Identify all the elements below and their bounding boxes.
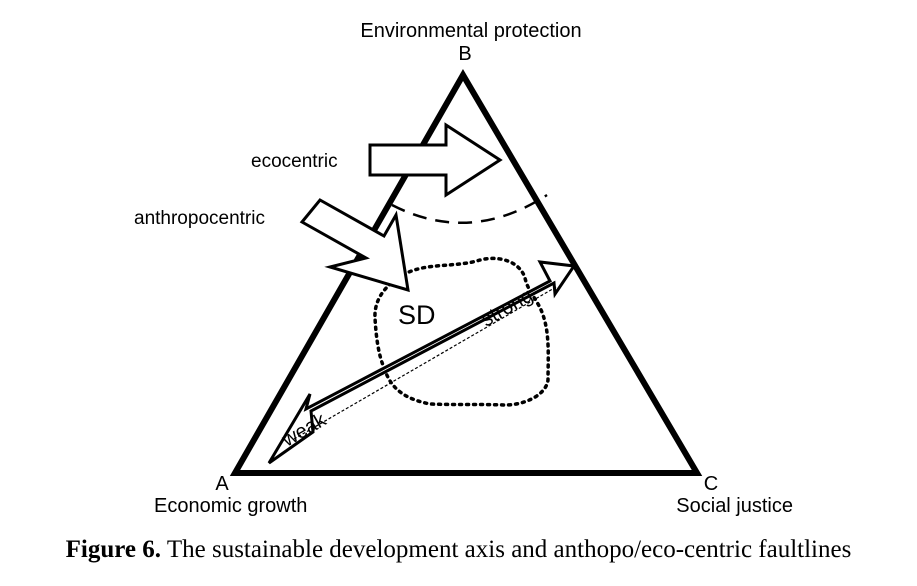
figure-caption-text: The sustainable development axis and ant… xyxy=(166,536,852,563)
sd-region-outline xyxy=(373,256,551,407)
weak-strong-axis-arrow xyxy=(267,260,577,465)
ecocentric-arrow xyxy=(368,122,503,198)
vertex-b-name: Environmental protection xyxy=(360,20,581,42)
ecocentric-label: ecocentric xyxy=(251,151,338,172)
figure-caption: Figure 6. The sustainable development ax… xyxy=(0,536,917,564)
vertex-c-letter: C xyxy=(704,473,718,495)
sd-label: SD xyxy=(398,300,436,330)
vertex-b-letter: B xyxy=(458,43,471,65)
strong-label: strong xyxy=(478,284,537,331)
vertex-a-letter: A xyxy=(215,473,229,495)
dashed-faultline xyxy=(391,193,548,225)
anthropocentric-arrow xyxy=(299,198,410,293)
vertex-c-name: Social justice xyxy=(676,495,793,517)
anthropocentric-label: anthropocentric xyxy=(134,208,265,229)
vertex-a-name: Economic growth xyxy=(154,495,307,517)
figure-label: Figure 6. xyxy=(65,536,162,563)
